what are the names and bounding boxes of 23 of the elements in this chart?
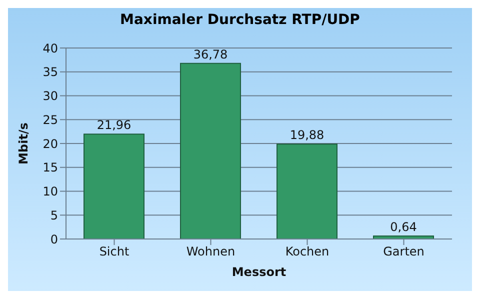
chart-title: Maximaler Durchsatz RTP/UDP	[119, 12, 361, 28]
data-label: 21,96	[96, 118, 132, 132]
y-tick-label: 25	[42, 112, 58, 127]
y-tick-label: 30	[42, 89, 58, 104]
y-tick-label: 15	[42, 160, 58, 175]
data-label: 36,78	[193, 47, 228, 62]
y-tick-label: 0	[50, 232, 58, 246]
y-tick-label: 10	[42, 184, 58, 199]
y-tick-label: 40	[42, 41, 58, 56]
y-tick-label: 20	[42, 136, 58, 151]
x-tick-label: Garten	[383, 244, 424, 259]
y-tick-label: 35	[42, 65, 58, 80]
x-tick-label: Kochen	[285, 244, 330, 259]
x-tick-label: Wohnen	[186, 244, 236, 259]
bar	[276, 144, 338, 239]
y-tick-label: 5	[50, 208, 58, 222]
x-tick-label: Sicht	[99, 244, 130, 259]
x-axis-title: Messort	[232, 265, 286, 279]
y-axis-title: Mbit/s	[16, 122, 30, 164]
bar	[84, 134, 144, 239]
data-label: 19,88	[290, 128, 324, 142]
bar	[180, 62, 241, 239]
data-label: 0,64	[390, 220, 417, 234]
